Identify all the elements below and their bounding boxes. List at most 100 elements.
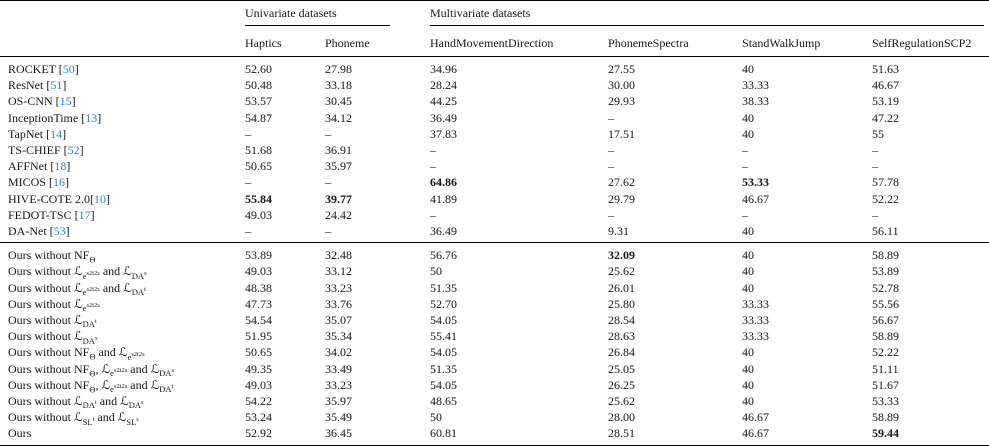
table-row: DA-Net [53] – – 36.49 9.31 40 56.11 — [0, 223, 989, 243]
value-cell: 34.12 — [325, 110, 352, 125]
method-label: AFFNet [18] — [8, 159, 71, 174]
value-cell: 53.57 — [245, 94, 272, 109]
method-label: DA-Net [53] — [8, 224, 70, 239]
value-cell: 40 — [742, 248, 755, 263]
citation-number: 17 — [78, 207, 91, 222]
value-cell: 28.51 — [608, 426, 636, 441]
value-cell: 52.60 — [245, 62, 272, 76]
value-cell: – — [608, 159, 615, 174]
value-cell: 27.55 — [608, 62, 636, 76]
method-label: HIVE-COTE 2.0[10] — [8, 191, 110, 206]
table-row: FEDOT-TSC [17] 49.03 24.42 – – – – — [0, 207, 989, 223]
value-cell: 33.23 — [325, 280, 352, 295]
value-cell: 51.11 — [872, 361, 899, 376]
value-cell: 53.33 — [742, 175, 770, 190]
value-cell: 50.65 — [245, 159, 272, 174]
value-cell: 58.89 — [872, 329, 900, 344]
table-row: Ours without ℒes2t2s and ℒDAt 48.38 33.23 5… — [0, 280, 989, 296]
column-header-haptics: Haptics — [245, 26, 325, 57]
method-label: Ours without ℒes2t2s and ℒDAt — [8, 280, 146, 296]
value-cell: 64.86 — [430, 175, 458, 190]
method-label: TapNet [14] — [8, 126, 67, 141]
value-cell: 49.03 — [245, 377, 272, 392]
value-cell: 40 — [742, 126, 755, 141]
value-cell: 39.77 — [325, 191, 352, 206]
value-cell: 40 — [742, 345, 755, 360]
value-cell: 35.34 — [325, 329, 352, 344]
column-header-handmovementdirection: HandMovementDirection — [430, 26, 609, 57]
value-cell: 54.05 — [430, 313, 458, 328]
value-cell: – — [325, 175, 331, 190]
method-label: ResNet [51] — [8, 78, 67, 93]
value-cell: 54.05 — [430, 345, 458, 360]
column-header-selfregulationscp2: SelfRegulationSCP2 — [872, 26, 989, 57]
value-cell: 57.78 — [872, 175, 900, 190]
value-cell: – — [430, 207, 437, 222]
value-cell: 36.49 — [430, 224, 458, 239]
value-cell: 33.12 — [325, 264, 352, 279]
value-cell: 40 — [742, 394, 755, 409]
value-cell: 40 — [742, 264, 755, 279]
value-cell: 51.95 — [245, 329, 272, 344]
value-cell: 34.02 — [325, 345, 352, 360]
table-row: Ours 52.92 36.45 60.81 28.51 46.67 59.44 — [0, 425, 989, 445]
value-cell: 46.67 — [742, 410, 770, 425]
table-row: Ours without NFΘ and ℒes2t2s 50.65 34.02 54… — [0, 344, 989, 360]
method-label: FEDOT-TSC [17] — [8, 207, 95, 222]
value-cell: 52.70 — [430, 296, 458, 311]
value-cell: 53.33 — [872, 394, 900, 409]
value-cell: 40 — [742, 280, 755, 295]
table-row: ResNet [51] 50.48 33.18 28.24 30.00 33.33 46.6… — [0, 77, 989, 93]
value-cell: 38.33 — [742, 94, 770, 109]
value-cell: – — [325, 126, 331, 141]
citation-number: 14 — [50, 126, 63, 141]
value-cell: 26.84 — [608, 345, 636, 360]
group-header-row: Univariate datasets Multivariate dataset… — [0, 1, 989, 27]
value-cell: 25.80 — [608, 296, 636, 311]
column-header-row: Haptics Phoneme HandMovementDirection Ph… — [0, 26, 989, 57]
value-cell: – — [742, 143, 749, 158]
value-cell: 35.49 — [325, 410, 352, 425]
value-cell: 34.96 — [430, 62, 458, 76]
method-label: Ours without ℒDAt and ℒDAs — [8, 394, 144, 410]
method-label: InceptionTime [13] — [8, 110, 102, 125]
value-cell: 53.19 — [872, 94, 900, 109]
value-cell: 51.35 — [430, 361, 458, 376]
value-cell: 28.00 — [608, 410, 636, 425]
value-cell: 51.67 — [872, 377, 900, 392]
table-row: OS-CNN [15] 53.57 30.45 44.25 29.93 38.33 53.1… — [0, 93, 989, 109]
value-cell: – — [608, 110, 615, 125]
value-cell: 59.44 — [872, 426, 900, 441]
value-cell: 35.97 — [325, 159, 352, 174]
value-cell: 52.22 — [872, 345, 900, 360]
value-cell: 40 — [742, 110, 755, 125]
value-cell: 29.79 — [608, 191, 636, 206]
stub-cell — [0, 1, 245, 27]
table-row: MICOS [16] – – 64.86 27.62 53.33 57.78 — [0, 174, 989, 190]
method-label: MICOS [16] — [8, 175, 70, 190]
value-cell: 54.22 — [245, 394, 272, 409]
method-label: OS-CNN [15] — [8, 94, 76, 109]
value-cell: 37.83 — [430, 126, 458, 141]
table-row: Ours without ℒDAs 51.95 35.34 55.41 28.63 33.… — [0, 328, 989, 344]
value-cell: 25.62 — [608, 394, 636, 409]
citation-number: 13 — [85, 110, 98, 125]
method-label: ROCKET [50] — [8, 62, 79, 76]
value-cell: 24.42 — [325, 207, 352, 222]
value-cell: 50 — [430, 410, 443, 425]
value-cell: 48.38 — [245, 280, 272, 295]
value-cell: 56.67 — [872, 313, 900, 328]
value-cell: 41.89 — [430, 191, 458, 206]
value-cell: 36.91 — [325, 143, 352, 158]
value-cell: 49.35 — [245, 361, 272, 376]
value-cell: 58.89 — [872, 410, 900, 425]
method-label: Ours without NFΘ, ℒes2t2s and ℒDAs — [8, 361, 175, 377]
value-cell: 49.03 — [245, 207, 272, 222]
table-row: Ours without NFΘ, ℒes2t2s and ℒDAt 49.03 3… — [0, 377, 989, 393]
value-cell: 46.67 — [742, 426, 770, 441]
value-cell: 28.24 — [430, 78, 458, 93]
value-cell: – — [608, 143, 615, 158]
value-cell: 28.63 — [608, 329, 636, 344]
method-label: Ours without ℒDAs — [8, 329, 98, 345]
table-row: AFFNet [18] 50.65 35.97 – – – – — [0, 158, 989, 174]
